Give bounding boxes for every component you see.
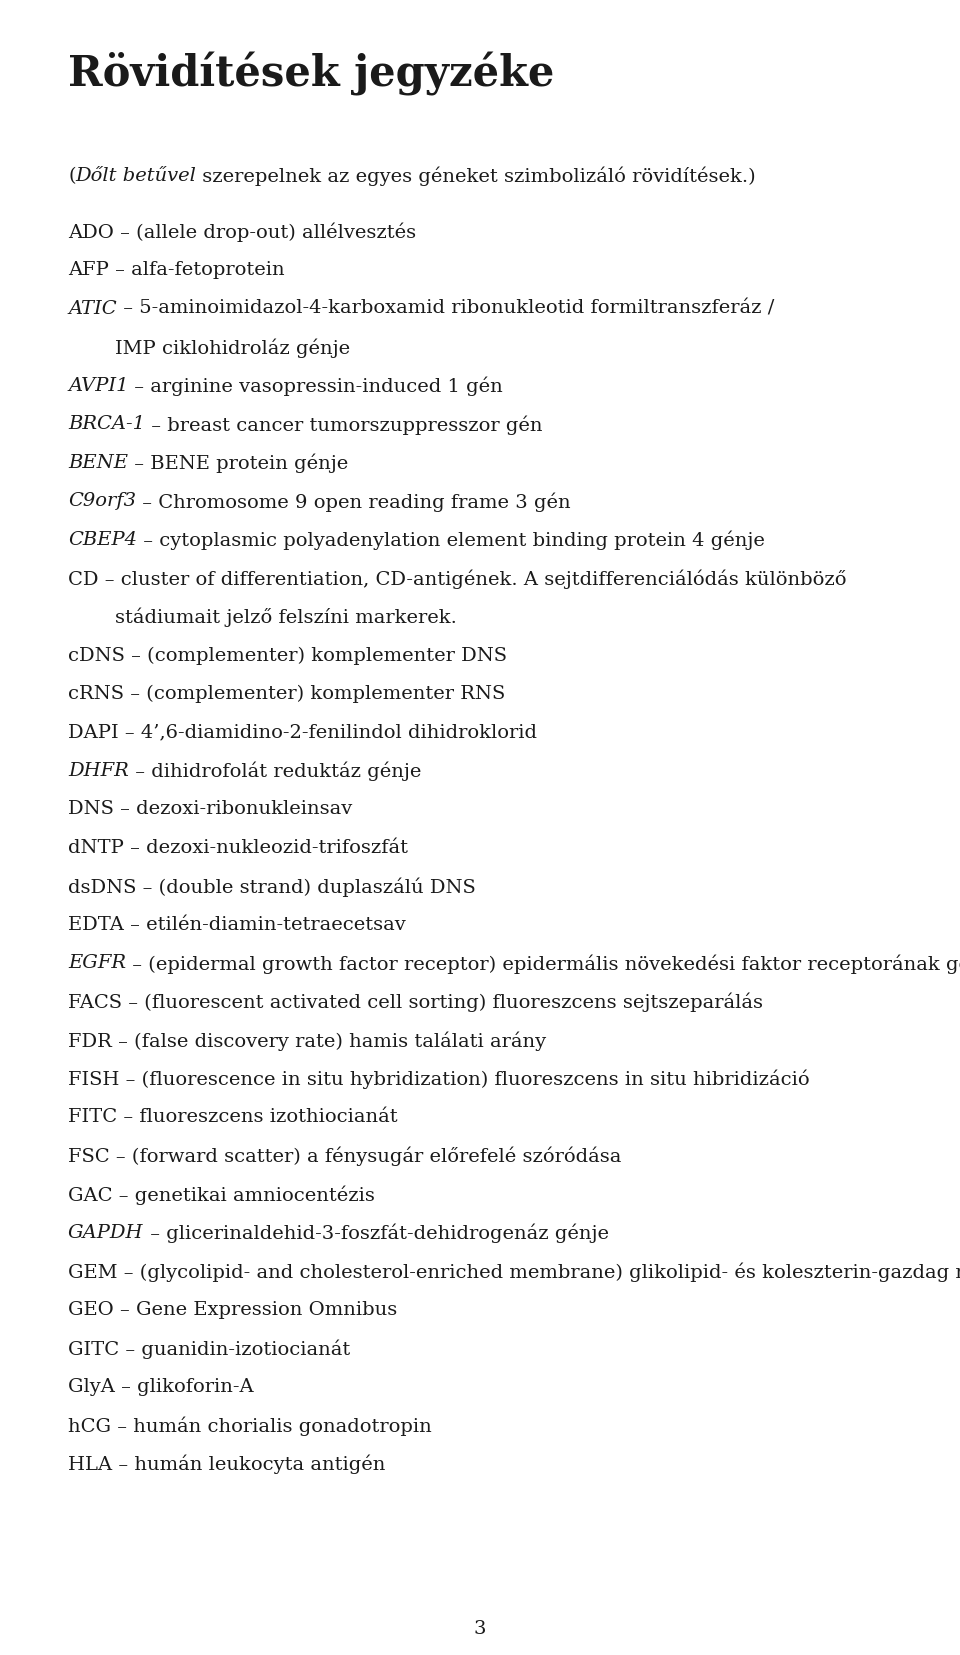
Text: GAC – genetikai amniocentézis: GAC – genetikai amniocentézis	[68, 1185, 374, 1205]
Text: CBEP4: CBEP4	[68, 531, 137, 549]
Text: EGFR: EGFR	[68, 955, 126, 973]
Text: IMP ciklohidroláz génje: IMP ciklohidroláz génje	[115, 338, 350, 357]
Text: ADO – (allele drop-out) allélvesztés: ADO – (allele drop-out) allélvesztés	[68, 223, 416, 242]
Text: – glicerinaldehid-3-foszfát-dehidrogenáz génje: – glicerinaldehid-3-foszfát-dehidrogenáz…	[143, 1223, 609, 1243]
Text: FSC – (forward scatter) a fénysugár előrefelé szóródása: FSC – (forward scatter) a fénysugár előr…	[68, 1147, 621, 1167]
Text: AFP – alfa-fetoprotein: AFP – alfa-fetoprotein	[68, 261, 284, 280]
Text: 3: 3	[473, 1620, 487, 1638]
Text: GEO – Gene Expression Omnibus: GEO – Gene Expression Omnibus	[68, 1301, 397, 1319]
Text: cRNS – (complementer) komplementer RNS: cRNS – (complementer) komplementer RNS	[68, 685, 505, 703]
Text: GAPDH: GAPDH	[68, 1223, 143, 1241]
Text: stádiumait jelző felszíni markerek.: stádiumait jelző felszíni markerek.	[115, 607, 457, 627]
Text: FACS – (fluorescent activated cell sorting) fluoreszcens sejtszeparálás: FACS – (fluorescent activated cell sorti…	[68, 993, 763, 1013]
Text: FITC – fluoreszcens izothiocianát: FITC – fluoreszcens izothiocianát	[68, 1109, 397, 1127]
Text: FISH – (fluorescence in situ hybridization) fluoreszcens in situ hibridizáció: FISH – (fluorescence in situ hybridizati…	[68, 1069, 809, 1089]
Text: – breast cancer tumorszuppresszor gén: – breast cancer tumorszuppresszor gén	[145, 415, 542, 435]
Text: DAPI – 4’,6-diamidino-2-fenilindol dihidroklorid: DAPI – 4’,6-diamidino-2-fenilindol dihid…	[68, 723, 537, 741]
Text: hCG – humán chorialis gonadotropin: hCG – humán chorialis gonadotropin	[68, 1417, 432, 1437]
Text: – (epidermal growth factor receptor) epidermális növekedési faktor receptorának : – (epidermal growth factor receptor) epi…	[126, 955, 960, 973]
Text: DNS – dezoxi-ribonukleinsav: DNS – dezoxi-ribonukleinsav	[68, 801, 352, 818]
Text: cDNS – (complementer) komplementer DNS: cDNS – (complementer) komplementer DNS	[68, 647, 507, 665]
Text: GITC – guanidin-izotiocianát: GITC – guanidin-izotiocianát	[68, 1339, 350, 1359]
Text: dsDNS – (double strand) duplaszálú DNS: dsDNS – (double strand) duplaszálú DNS	[68, 877, 476, 897]
Text: – Chromosome 9 open reading frame 3 gén: – Chromosome 9 open reading frame 3 gén	[136, 492, 570, 511]
Text: – cytoplasmic polyadenylation element binding protein 4 génje: – cytoplasmic polyadenylation element bi…	[137, 531, 765, 551]
Text: AVPI1: AVPI1	[68, 377, 129, 396]
Text: dNTP – dezoxi-nukleozid-trifoszfát: dNTP – dezoxi-nukleozid-trifoszfát	[68, 839, 408, 857]
Text: ATIC: ATIC	[68, 300, 116, 318]
Text: CD – cluster of differentiation, CD-antigének. A sejtdifferenciálódás különböző: CD – cluster of differentiation, CD-anti…	[68, 569, 847, 589]
Text: GEM – (glycolipid- and cholesterol-enriched membrane) glikolipid- és koleszterin: GEM – (glycolipid- and cholesterol-enric…	[68, 1263, 960, 1283]
Text: DHFR: DHFR	[68, 761, 129, 780]
Text: Rövidítések jegyzéke: Rövidítések jegyzéke	[68, 51, 554, 96]
Text: – BENE protein génje: – BENE protein génje	[128, 453, 348, 473]
Text: – 5-aminoimidazol-4-karboxamid ribonukleotid formiltranszferáz /: – 5-aminoimidazol-4-karboxamid ribonukle…	[116, 300, 774, 318]
Text: GlyA – glikoforin-A: GlyA – glikoforin-A	[68, 1379, 253, 1395]
Text: FDR – (false discovery rate) hamis találati arány: FDR – (false discovery rate) hamis talál…	[68, 1031, 546, 1051]
Text: HLA – humán leukocyta antigén: HLA – humán leukocyta antigén	[68, 1455, 385, 1475]
Text: BENE: BENE	[68, 453, 128, 472]
Text: (: (	[68, 167, 76, 185]
Text: C9orf3: C9orf3	[68, 492, 136, 510]
Text: – arginine vasopressin-induced 1 gén: – arginine vasopressin-induced 1 gén	[129, 377, 503, 396]
Text: EDTA – etilén-diamin-tetraecetsav: EDTA – etilén-diamin-tetraecetsav	[68, 915, 406, 933]
Text: BRCA-1: BRCA-1	[68, 415, 145, 434]
Text: szerepelnek az egyes géneket szimbolizáló rövidítések.): szerepelnek az egyes géneket szimbolizál…	[197, 167, 756, 187]
Text: Dőlt betűvel: Dőlt betűvel	[76, 167, 197, 185]
Text: – dihidrofolát reduktáz génje: – dihidrofolát reduktáz génje	[129, 761, 421, 781]
